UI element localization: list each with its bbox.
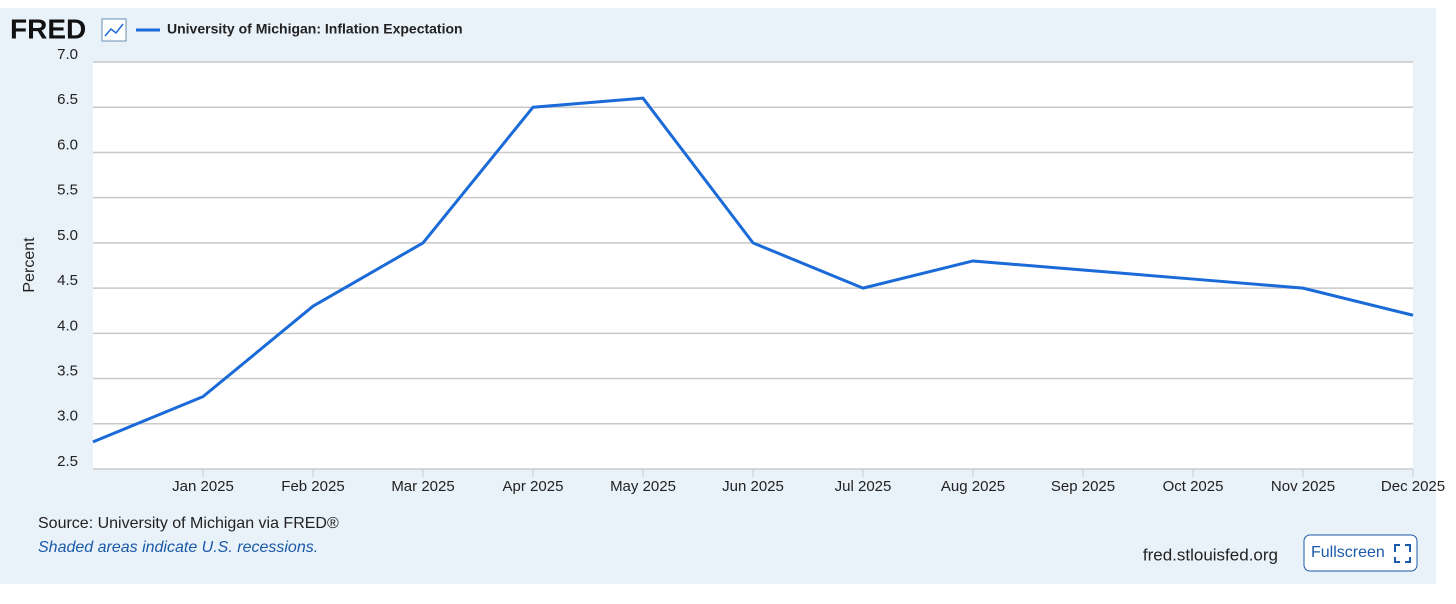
x-tick-label: Sep 2025 xyxy=(1051,478,1115,495)
x-tick-label: Oct 2025 xyxy=(1163,478,1224,495)
x-tick-label: Jan 2025 xyxy=(172,478,234,495)
source: Source: University of Michigan via FRED® xyxy=(38,515,339,532)
x-tick-label: May 2025 xyxy=(610,478,676,495)
x-tick-label: Feb 2025 xyxy=(281,478,344,495)
legend-label: University of Michigan: Inflation Expect… xyxy=(167,21,463,37)
y-tick-label: 3.5 xyxy=(57,363,78,380)
note: Shaded areas indicate U.S. recessions. xyxy=(38,539,318,556)
x-tick-label: Nov 2025 xyxy=(1271,478,1335,495)
y-tick-label: 5.0 xyxy=(57,227,78,244)
plot-area xyxy=(93,62,1413,469)
y-tick-label: 2.5 xyxy=(57,453,78,470)
button-label[interactable]: Fullscreen xyxy=(1311,544,1385,561)
y-tick-label: 3.0 xyxy=(57,408,78,425)
y-tick-label: 5.5 xyxy=(57,182,78,199)
x-tick-label: Aug 2025 xyxy=(941,478,1005,495)
y-tick-label: 4.0 xyxy=(57,317,78,334)
x-tick-label: Dec 2025 xyxy=(1381,478,1445,495)
x-tick-label: Mar 2025 xyxy=(391,478,454,495)
chart-icon xyxy=(101,18,127,42)
logo: FRED xyxy=(10,13,86,44)
x-tick-label: Jul 2025 xyxy=(835,478,892,495)
button-frame[interactable] xyxy=(1303,534,1418,572)
y-tick-label: 6.5 xyxy=(57,91,78,108)
y-tick-label: 7.0 xyxy=(57,46,78,63)
x-tick-label: Apr 2025 xyxy=(503,478,564,495)
y-tick-label: 6.0 xyxy=(57,136,78,153)
fullscreen-button[interactable]: Fullscreen xyxy=(1303,534,1418,572)
site: fred.stlouisfed.org xyxy=(1143,545,1278,564)
series-line xyxy=(92,96,1414,444)
y-tick-label: 4.5 xyxy=(57,272,78,289)
x-tick-label: Jun 2025 xyxy=(722,478,784,495)
y-axis-label: Percent xyxy=(21,237,38,293)
